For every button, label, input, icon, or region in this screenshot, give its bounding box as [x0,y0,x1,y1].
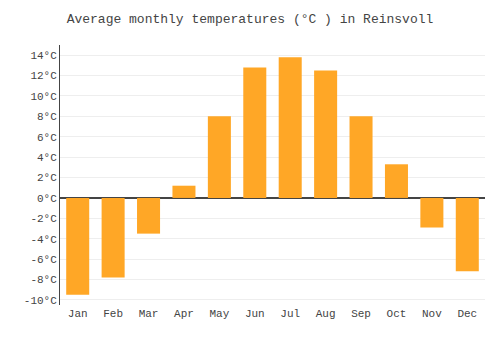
svg-text:Feb: Feb [103,308,123,320]
svg-text:12°C: 12°C [30,70,57,82]
svg-text:Jul: Jul [280,308,300,320]
svg-text:Jun: Jun [245,308,265,320]
svg-text:-4°C: -4°C [30,234,57,246]
svg-text:-10°C: -10°C [24,295,57,307]
svg-text:0°C: 0°C [37,193,57,205]
svg-text:Dec: Dec [457,308,477,320]
svg-text:2°C: 2°C [37,172,57,184]
svg-text:Aug: Aug [316,308,336,320]
svg-text:14°C: 14°C [30,50,57,62]
svg-text:-8°C: -8°C [30,274,57,286]
svg-text:10°C: 10°C [30,91,57,103]
svg-text:-6°C: -6°C [30,254,57,266]
svg-text:Apr: Apr [174,308,194,320]
svg-text:8°C: 8°C [37,111,57,123]
svg-text:-2°C: -2°C [30,213,57,225]
svg-text:Jan: Jan [68,308,88,320]
svg-text:4°C: 4°C [37,152,57,164]
svg-text:6°C: 6°C [37,132,57,144]
svg-text:Oct: Oct [387,308,407,320]
svg-text:Average monthly temperatures (: Average monthly temperatures (°C ) in Re… [67,12,434,27]
svg-text:Nov: Nov [422,308,442,320]
svg-text:Mar: Mar [139,308,159,320]
svg-text:Sep: Sep [351,308,371,320]
svg-text:May: May [209,308,229,320]
